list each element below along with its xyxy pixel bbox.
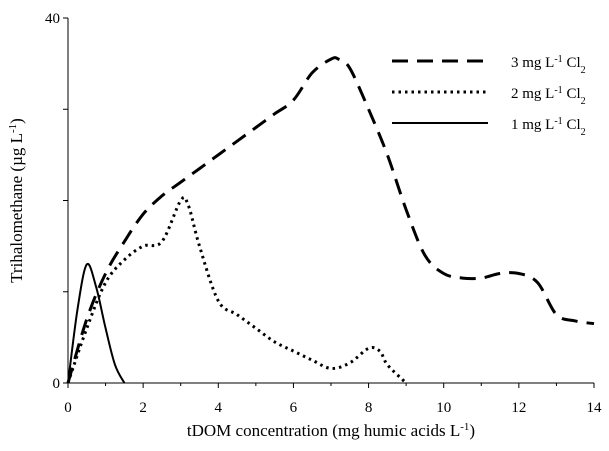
x-tick-label: 14 bbox=[587, 400, 603, 416]
x-tick-label: 0 bbox=[64, 400, 72, 416]
legend-label-3mg: 3 mg L-1 Cl2 bbox=[511, 54, 586, 76]
axes bbox=[67, 18, 594, 384]
x-tick-label: 8 bbox=[365, 400, 373, 416]
x-tick-label: 4 bbox=[215, 400, 223, 416]
legend-label-1mg: 1 mg L-1 Cl2 bbox=[511, 116, 586, 138]
x-tick-label: 12 bbox=[511, 400, 526, 416]
y-tick-label: 40 bbox=[45, 11, 60, 27]
legend-item-3mg: 3 mg L-1 Cl2 bbox=[392, 54, 586, 76]
x-tick-label: 2 bbox=[139, 400, 147, 416]
y-tick-label: 0 bbox=[53, 376, 61, 392]
series-layer bbox=[66, 56, 595, 385]
x-tick-label: 6 bbox=[290, 400, 298, 416]
legend-item-2mg: 2 mg L-1 Cl2 bbox=[392, 85, 586, 107]
legend: 3 mg L-1 Cl2 2 mg L-1 Cl2 1 mg L-1 Cl2 bbox=[392, 54, 586, 138]
series-line-3mg bbox=[66, 56, 595, 384]
series-line-2mg bbox=[66, 195, 408, 385]
tick-labels: 0 2 4 6 8 10 12 14 0 40 bbox=[45, 11, 602, 416]
x-tick-label: 10 bbox=[436, 400, 451, 416]
x-axis-title: tDOM concentration (mg humic acids L-1) bbox=[187, 421, 475, 440]
legend-item-1mg: 1 mg L-1 Cl2 bbox=[392, 116, 586, 138]
y-axis-title: Trihalomethane (µg L-1) bbox=[7, 118, 26, 283]
series-line-1mg bbox=[67, 262, 126, 384]
tick-marks bbox=[63, 17, 595, 388]
legend-label-2mg: 2 mg L-1 Cl2 bbox=[511, 85, 586, 107]
